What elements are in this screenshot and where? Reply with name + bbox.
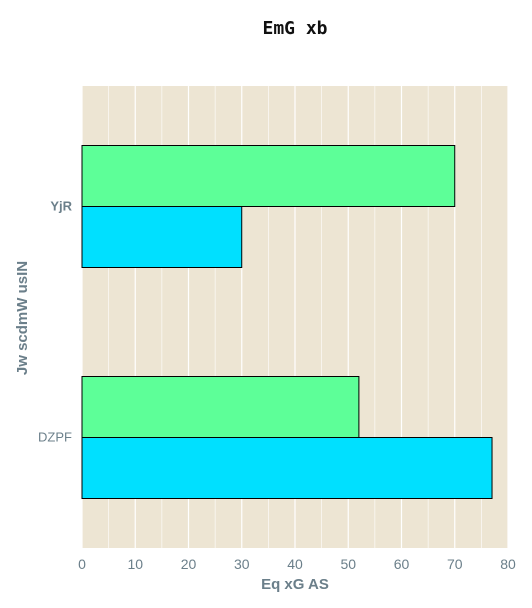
chart-title: EmG xb bbox=[262, 18, 327, 39]
x-tick-label: 50 bbox=[340, 556, 356, 572]
bar-YjR-series-2 bbox=[81, 206, 243, 268]
x-tick-label: 40 bbox=[287, 556, 303, 572]
y-axis-label: Jw scdmW usIN bbox=[14, 261, 31, 375]
x-tick-label: 80 bbox=[500, 556, 516, 572]
bars bbox=[81, 145, 493, 499]
x-tick-label: 60 bbox=[394, 556, 410, 572]
x-tick-label: 10 bbox=[127, 556, 143, 572]
y-tick-labels: YjR DZPF bbox=[38, 199, 73, 445]
x-tick-label: 0 bbox=[78, 556, 86, 572]
y-tick-label: DZPF bbox=[38, 430, 72, 445]
bar-YjR-series-1 bbox=[81, 145, 456, 207]
y-tick-label: YjR bbox=[50, 199, 72, 214]
x-tick-label: 70 bbox=[447, 556, 463, 572]
bar-DZPF-series-2 bbox=[81, 437, 493, 499]
x-tick-labels: 0 10 20 30 40 50 60 70 80 bbox=[78, 556, 516, 572]
x-axis-label: Eq xG AS bbox=[261, 576, 329, 593]
x-tick-label: 20 bbox=[181, 556, 197, 572]
bar-DZPF-series-1 bbox=[81, 376, 360, 438]
x-tick-label: 30 bbox=[234, 556, 250, 572]
